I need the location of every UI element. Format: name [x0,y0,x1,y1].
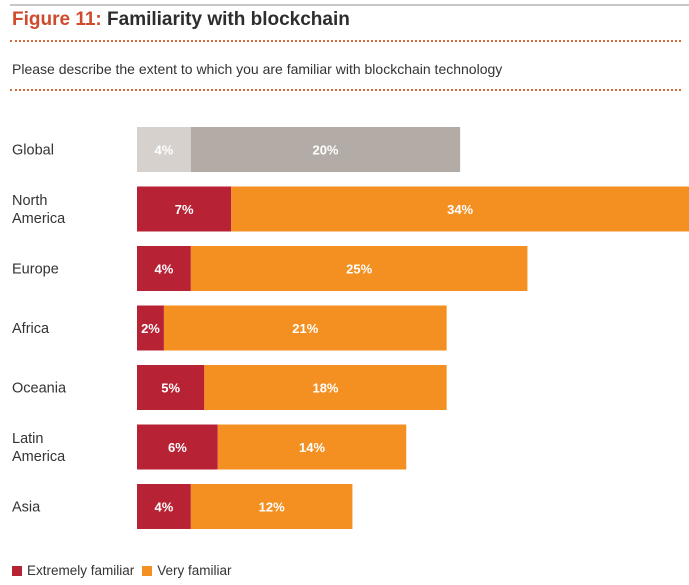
value-label-oceania-extremely-familiar: 5% [161,381,180,396]
top-rule [10,4,689,6]
bar-north-america-very-familiar [231,186,689,232]
bar-latin-america-extremely-familiar [137,424,218,470]
bar-latin-america-very-familiar [217,424,407,470]
value-label-north-america-very-familiar: 34% [447,202,473,217]
bar-asia-very-familiar [190,484,353,529]
bar-asia-extremely-familiar [137,484,191,529]
figure-number: Figure 11: [12,9,102,30]
value-label-north-america-extremely-familiar: 7% [175,202,194,217]
category-label-oceania: Oceania [12,381,67,397]
figure-title-text: Familiarity with blockchain [107,9,350,30]
legend-label-extremely-familiar: Extremely familiar [27,563,135,578]
legend-label-very-familiar: Very familiar [157,563,232,578]
bar-global-extremely-familiar [137,127,191,172]
value-label-asia-extremely-familiar: 4% [155,500,174,515]
category-label-europe: Europe [12,262,59,278]
bar-africa-very-familiar [163,305,447,351]
chart-legend: Extremely familiar Very familiar [12,563,240,578]
legend-item-extremely-familiar: Extremely familiar [12,563,134,578]
bar-north-america-extremely-familiar [137,186,232,232]
legend-item-very-familiar: Very familiar [142,563,232,578]
value-label-oceania-very-familiar: 18% [312,381,338,396]
category-label-global: Global [12,143,54,159]
bar-oceania-extremely-familiar [137,365,205,410]
value-label-global-extremely-familiar: 4% [155,143,174,158]
bar-africa-extremely-familiar [137,305,164,351]
value-label-africa-very-familiar: 21% [292,321,318,336]
bar-europe-extremely-familiar [137,246,191,291]
title-divider [10,40,681,42]
category-label-north-america-line-1: North [12,193,47,209]
category-label-asia: Asia [12,500,41,516]
category-label-latin-america-line-2: America [12,449,66,465]
value-label-europe-very-familiar: 25% [346,262,372,277]
value-label-africa-extremely-familiar: 2% [141,321,160,336]
value-label-latin-america-extremely-familiar: 6% [168,440,187,455]
value-label-latin-america-very-familiar: 14% [299,440,325,455]
subtitle-divider [10,89,681,91]
chart-subtitle: Please describe the extent to which you … [12,61,503,77]
legend-swatch-extremely-familiar [12,565,22,576]
value-label-asia-very-familiar: 12% [259,500,285,515]
category-label-africa: Africa [12,321,50,337]
bar-global-very-familiar [190,127,461,172]
value-label-europe-extremely-familiar: 4% [155,262,174,277]
category-label-latin-america-line-1: Latin [12,431,43,447]
bar-europe-very-familiar [190,246,528,291]
category-label-north-america-line-2: America [12,211,66,227]
bar-oceania-very-familiar [204,365,447,410]
legend-swatch-very-familiar [142,565,153,576]
figure-title: Figure 11: Familiarity with blockchain [12,9,350,31]
value-label-global-very-familiar: 20% [312,143,338,158]
